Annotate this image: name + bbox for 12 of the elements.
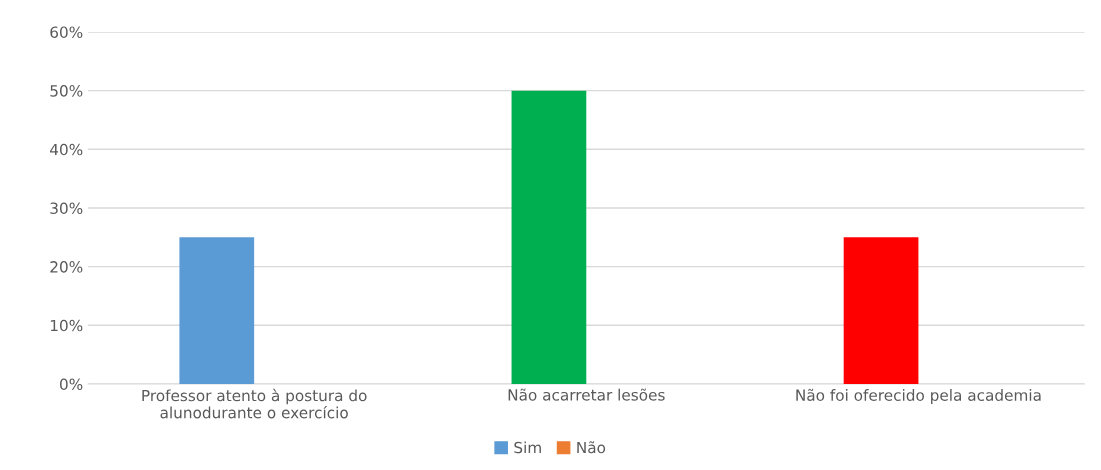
legend-label: Sim bbox=[514, 441, 541, 454]
y-tick-label: 50% bbox=[50, 85, 83, 97]
legend-label: Não bbox=[577, 441, 606, 454]
y-tick-label: 0% bbox=[59, 378, 83, 391]
x-tick-label: Professor atento à postura do alunodurante o exercício bbox=[142, 388, 367, 419]
y-tick-label: 40% bbox=[50, 143, 83, 156]
y-tick-label: 60% bbox=[50, 26, 83, 38]
x-tick-label: Não foi oferecido pela academia bbox=[796, 388, 1041, 404]
y-tick-label: 20% bbox=[50, 261, 83, 273]
x-tick-label: Não acarretar lesões bbox=[508, 388, 665, 401]
y-tick-label: 10% bbox=[50, 319, 83, 332]
y-tick-label: 30% bbox=[50, 202, 83, 214]
